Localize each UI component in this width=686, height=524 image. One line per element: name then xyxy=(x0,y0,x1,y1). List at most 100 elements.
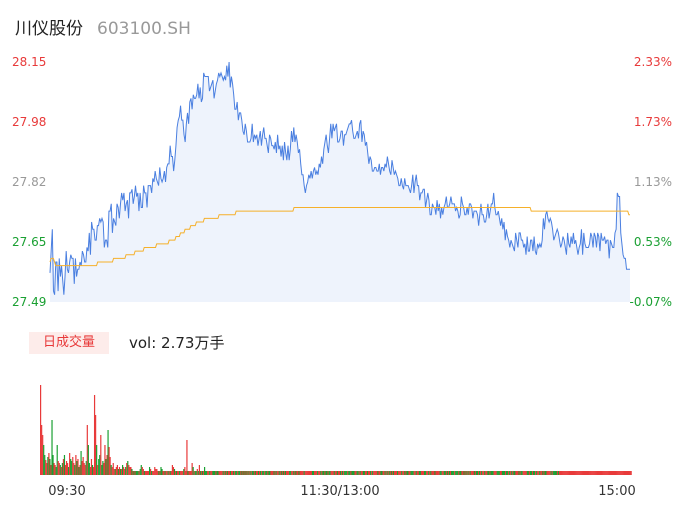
volume-bar xyxy=(567,471,569,475)
volume-bar xyxy=(440,471,442,475)
volume-bar xyxy=(318,471,320,475)
volume-bar xyxy=(247,471,249,475)
volume-bar xyxy=(205,471,207,475)
volume-bar xyxy=(194,471,196,475)
volume-bar xyxy=(624,471,626,475)
volume-bar xyxy=(91,465,94,475)
volume-bar xyxy=(479,471,481,475)
volume-bar xyxy=(366,471,369,475)
volume-bar xyxy=(325,471,327,475)
volume-bar xyxy=(530,471,533,475)
volume-bar xyxy=(219,471,221,475)
volume-bar xyxy=(595,471,597,475)
volume-bar xyxy=(596,471,598,475)
volume-bar xyxy=(504,471,507,475)
volume-bar xyxy=(107,430,109,475)
volume-bar xyxy=(576,471,578,475)
volume-bar xyxy=(92,467,95,475)
volume-bar xyxy=(158,471,160,475)
volume-bar xyxy=(188,471,190,475)
volume-bar xyxy=(201,471,204,475)
volume-bar xyxy=(469,471,471,475)
volume-bar xyxy=(548,471,550,475)
volume-bar xyxy=(257,471,260,475)
volume-bar xyxy=(355,471,357,475)
volume-bar xyxy=(494,471,496,475)
volume-bar xyxy=(473,471,476,475)
volume-bar xyxy=(612,471,615,475)
volume-bar xyxy=(95,415,97,475)
volume-bar xyxy=(545,471,547,475)
volume-bar xyxy=(351,471,353,475)
volume-bar xyxy=(592,471,594,475)
volume-tab[interactable]: 日成交量 xyxy=(29,332,109,354)
volume-bar xyxy=(584,471,587,475)
volume-bar xyxy=(432,471,434,475)
volume-bar xyxy=(228,471,231,475)
volume-bar xyxy=(392,471,395,475)
volume-bar xyxy=(290,471,292,475)
volume-bar xyxy=(197,471,199,475)
volume-bar xyxy=(237,471,239,475)
volume-bar xyxy=(517,471,519,475)
volume-bar xyxy=(507,471,509,475)
volume-bar xyxy=(577,471,579,475)
volume-bar xyxy=(603,471,605,475)
volume-bar xyxy=(338,471,341,475)
volume-bar xyxy=(222,471,224,475)
volume-bar xyxy=(416,471,418,475)
volume-bar xyxy=(87,445,89,475)
volume-bar xyxy=(273,471,275,475)
volume-bar xyxy=(503,471,506,475)
volume-bar xyxy=(246,471,248,475)
volume-bar xyxy=(535,471,537,475)
volume-bar xyxy=(354,471,356,475)
volume-bar xyxy=(451,471,453,475)
volume-bar xyxy=(174,471,177,475)
volume-bar xyxy=(605,471,607,475)
volume-bar xyxy=(211,471,213,475)
volume-bar xyxy=(217,471,219,475)
volume-bar xyxy=(78,467,80,475)
volume-bar xyxy=(161,469,163,475)
volume-bar xyxy=(144,471,147,475)
volume-bar xyxy=(54,465,56,475)
volume-bar xyxy=(330,471,332,475)
volume-bar xyxy=(99,455,101,475)
volume-bar xyxy=(189,471,191,475)
volume-bar xyxy=(424,471,426,475)
volume-bar xyxy=(115,467,117,475)
volume-bar xyxy=(439,471,441,475)
volume-bar xyxy=(191,463,193,475)
volume-bar xyxy=(70,459,72,475)
volume-bar xyxy=(367,471,370,475)
volume-bar xyxy=(462,471,464,475)
volume-bar xyxy=(40,385,42,475)
volume-bar xyxy=(65,461,68,475)
volume-bar xyxy=(550,471,552,475)
y-tick-pct: -0.07% xyxy=(630,295,672,309)
volume-bar xyxy=(344,471,346,475)
volume-bar xyxy=(511,471,513,475)
volume-bar xyxy=(405,471,407,475)
volume-bar xyxy=(101,465,103,475)
volume-bar xyxy=(146,471,149,475)
volume-bar xyxy=(250,471,252,475)
volume-bar xyxy=(393,471,396,475)
volume-bar xyxy=(271,471,273,475)
volume-bar xyxy=(385,471,387,475)
volume-bar xyxy=(525,471,527,475)
volume-bar xyxy=(185,471,187,475)
volume-bar xyxy=(143,471,145,475)
volume-bar xyxy=(293,471,295,475)
volume-bar xyxy=(134,471,136,475)
volume-bar xyxy=(124,469,126,475)
volume-bar xyxy=(610,471,613,475)
volume-bar xyxy=(288,471,290,475)
volume-bar xyxy=(43,445,45,475)
volume-bar xyxy=(622,471,624,475)
volume-bar xyxy=(319,471,321,475)
volume-bar xyxy=(125,467,127,475)
volume-bar xyxy=(383,471,385,475)
volume-bar xyxy=(261,471,263,475)
